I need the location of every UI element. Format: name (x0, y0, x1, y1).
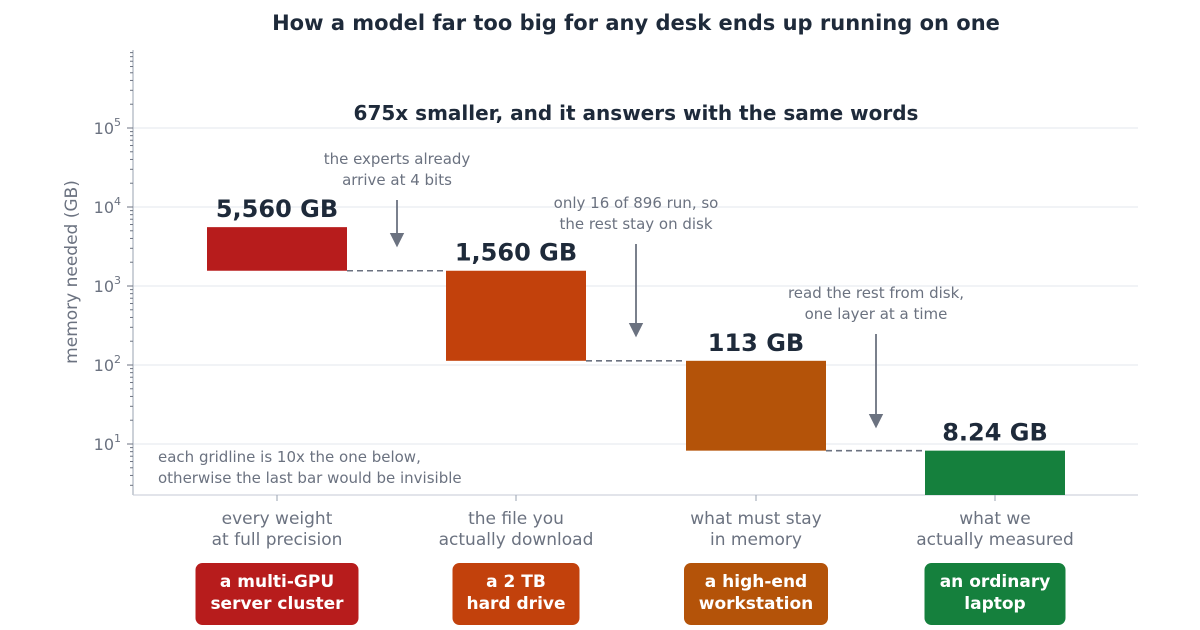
device-badge-label: workstation (699, 594, 814, 614)
y-tick-label: 101 (94, 432, 121, 454)
device-badge (924, 563, 1066, 625)
device-badge-label: hard drive (466, 594, 565, 614)
device-badge-label: a high-end (705, 572, 807, 592)
device-badge (684, 563, 828, 625)
bar (925, 450, 1065, 495)
bar-value-label: 5,560 GB (216, 195, 338, 223)
y-tick-label: 104 (94, 195, 121, 217)
bar (207, 227, 347, 271)
device-badge-label: a 2 TB (486, 572, 546, 592)
y-tick-label: 102 (94, 353, 121, 375)
annotation-text: one layer at a time (805, 305, 948, 323)
annotation-text: arrive at 4 bits (342, 171, 452, 189)
bar (686, 360, 826, 451)
x-category-label: the file you (468, 509, 564, 529)
scale-note: each gridline is 10x the one below, (158, 448, 421, 466)
x-category-label: at full precision (212, 530, 343, 550)
device-badge-label: a multi-GPU (220, 572, 334, 592)
bar (446, 270, 586, 361)
chart-subtitle: 675x smaller, and it answers with the sa… (354, 101, 919, 125)
x-category-label: every weight (222, 509, 333, 529)
annotation-text: the rest stay on disk (559, 215, 712, 233)
device-badge-label: laptop (964, 594, 1025, 614)
y-tick-label: 103 (94, 274, 121, 296)
device-badge-label: an ordinary (940, 572, 1051, 592)
y-tick-label: 105 (94, 116, 121, 138)
annotation-text: only 16 of 896 run, so (554, 194, 719, 212)
bar-value-label: 8.24 GB (942, 419, 1048, 447)
device-badge (195, 563, 359, 625)
chart-title: How a model far too big for any desk end… (272, 11, 1000, 35)
x-category-label: what must stay (690, 509, 821, 529)
annotation-text: read the rest from disk, (788, 284, 964, 302)
x-category-label: what we (959, 509, 1031, 529)
device-badge-label: server cluster (210, 594, 344, 614)
x-category-label: actually download (439, 530, 594, 550)
annotation-text: the experts already (324, 150, 471, 168)
scale-note: otherwise the last bar would be invisibl… (158, 469, 462, 487)
y-axis-label: memory needed (GB) (62, 180, 82, 364)
device-badge (452, 563, 580, 625)
bar-value-label: 113 GB (708, 329, 804, 357)
x-category-label: in memory (710, 530, 802, 550)
x-category-label: actually measured (916, 530, 1073, 550)
bar-value-label: 1,560 GB (455, 239, 577, 267)
